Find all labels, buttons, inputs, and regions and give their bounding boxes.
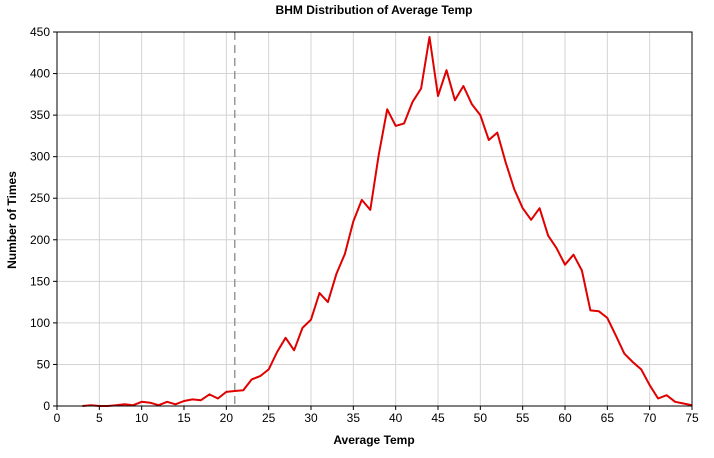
x-tick-label: 35 xyxy=(347,411,361,425)
x-tick-label: 70 xyxy=(643,411,657,425)
y-tick-label: 100 xyxy=(30,316,50,330)
x-tick-label: 45 xyxy=(431,411,445,425)
x-axis-title: Average Temp xyxy=(333,433,414,447)
x-tick-label: 15 xyxy=(177,411,191,425)
x-tick-label: 65 xyxy=(601,411,615,425)
x-tick-label: 10 xyxy=(135,411,149,425)
y-tick-label: 300 xyxy=(30,150,50,164)
grid xyxy=(57,32,692,406)
y-axis-ticks: 0 50 100 150 200 250 300 350 400 450 xyxy=(30,25,57,413)
y-tick-label: 0 xyxy=(43,399,50,413)
y-tick-label: 150 xyxy=(30,274,50,288)
y-axis-title: Number of Times xyxy=(5,171,19,269)
x-tick-label: 30 xyxy=(304,411,318,425)
plot-frame xyxy=(56,31,693,407)
x-tick-label: 25 xyxy=(262,411,276,425)
y-tick-label: 200 xyxy=(30,233,50,247)
x-tick-label: 20 xyxy=(220,411,234,425)
x-tick-label: 60 xyxy=(558,411,572,425)
x-tick-label: 5 xyxy=(96,411,103,425)
x-tick-label: 0 xyxy=(54,411,61,425)
chart-title: BHM Distribution of Average Temp xyxy=(276,3,473,17)
y-tick-label: 50 xyxy=(37,357,51,371)
y-tick-label: 400 xyxy=(30,67,50,81)
x-tick-label: 55 xyxy=(516,411,530,425)
series-group xyxy=(82,36,693,407)
x-tick-label: 40 xyxy=(389,411,403,425)
y-tick-label: 350 xyxy=(30,108,50,122)
x-tick-label: 50 xyxy=(474,411,488,425)
x-axis-ticks: 0 5 10 15 20 25 30 35 40 45 50 55 60 65 70 75 xyxy=(54,406,699,425)
y-tick-label: 450 xyxy=(30,25,50,39)
series-line xyxy=(82,36,693,407)
y-tick-label: 250 xyxy=(30,191,50,205)
x-tick-label: 75 xyxy=(685,411,699,425)
